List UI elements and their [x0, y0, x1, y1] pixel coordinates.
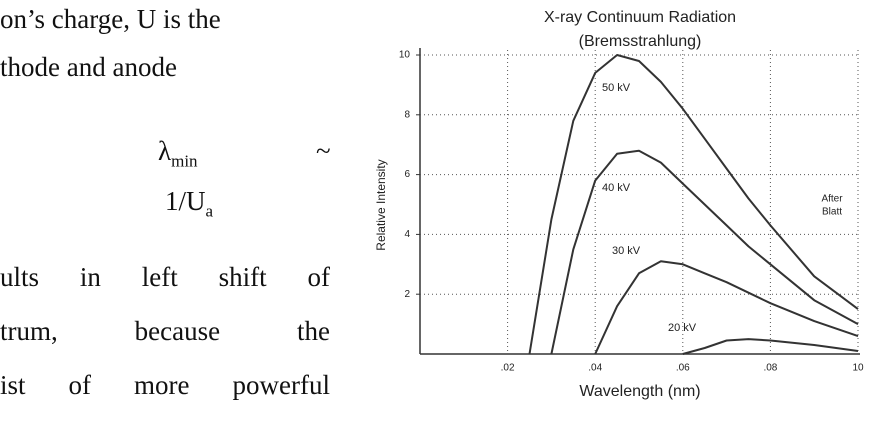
series-line — [594, 260, 859, 355]
formula: ~ — [316, 136, 331, 166]
text-line: on’s charge, U is the — [0, 4, 221, 34]
series-line — [682, 338, 859, 355]
annotation: After — [821, 194, 843, 205]
y-tick-label: 4 — [404, 229, 410, 240]
text-line: ist of more powerful — [0, 370, 330, 400]
chart-subtitle: (Bremsstrahlung) — [579, 33, 702, 50]
formula: 1/Ua — [165, 186, 213, 221]
y-tick-label: 10 — [399, 50, 411, 61]
x-tick-label: .02 — [501, 363, 515, 374]
text-line: thode and anode — [0, 52, 177, 82]
series-label: 40 kV — [602, 182, 631, 194]
annotation: Blatt — [822, 207, 842, 218]
y-tick-label: 8 — [404, 109, 410, 120]
x-tick-label: .04 — [588, 363, 602, 374]
x-tick-label: .06 — [676, 363, 690, 374]
x-tick-label: .08 — [763, 363, 777, 374]
series-line — [550, 149, 859, 355]
x-tick-label: 10 — [852, 363, 864, 374]
chart-title: X-ray Continuum Radiation — [544, 9, 736, 26]
formula: λmin — [158, 136, 198, 171]
symbol: λ — [158, 136, 172, 166]
series-label: 30 kV — [612, 245, 641, 257]
y-tick-label: 2 — [404, 289, 410, 300]
y-tick-label: 6 — [404, 169, 410, 180]
text-line: trum, because the — [0, 316, 330, 346]
ratio: 1/U — [165, 186, 206, 216]
text-line: ults in left shift of — [0, 262, 330, 292]
y-axis-label: Relative Intensity — [374, 159, 388, 250]
subscript: min — [171, 151, 198, 171]
series-label: 50 kV — [602, 82, 631, 94]
series-line — [528, 54, 859, 355]
series-label: 20 kV — [668, 322, 697, 334]
x-axis-label: Wavelength (nm) — [579, 383, 700, 400]
subscript: a — [205, 201, 214, 221]
